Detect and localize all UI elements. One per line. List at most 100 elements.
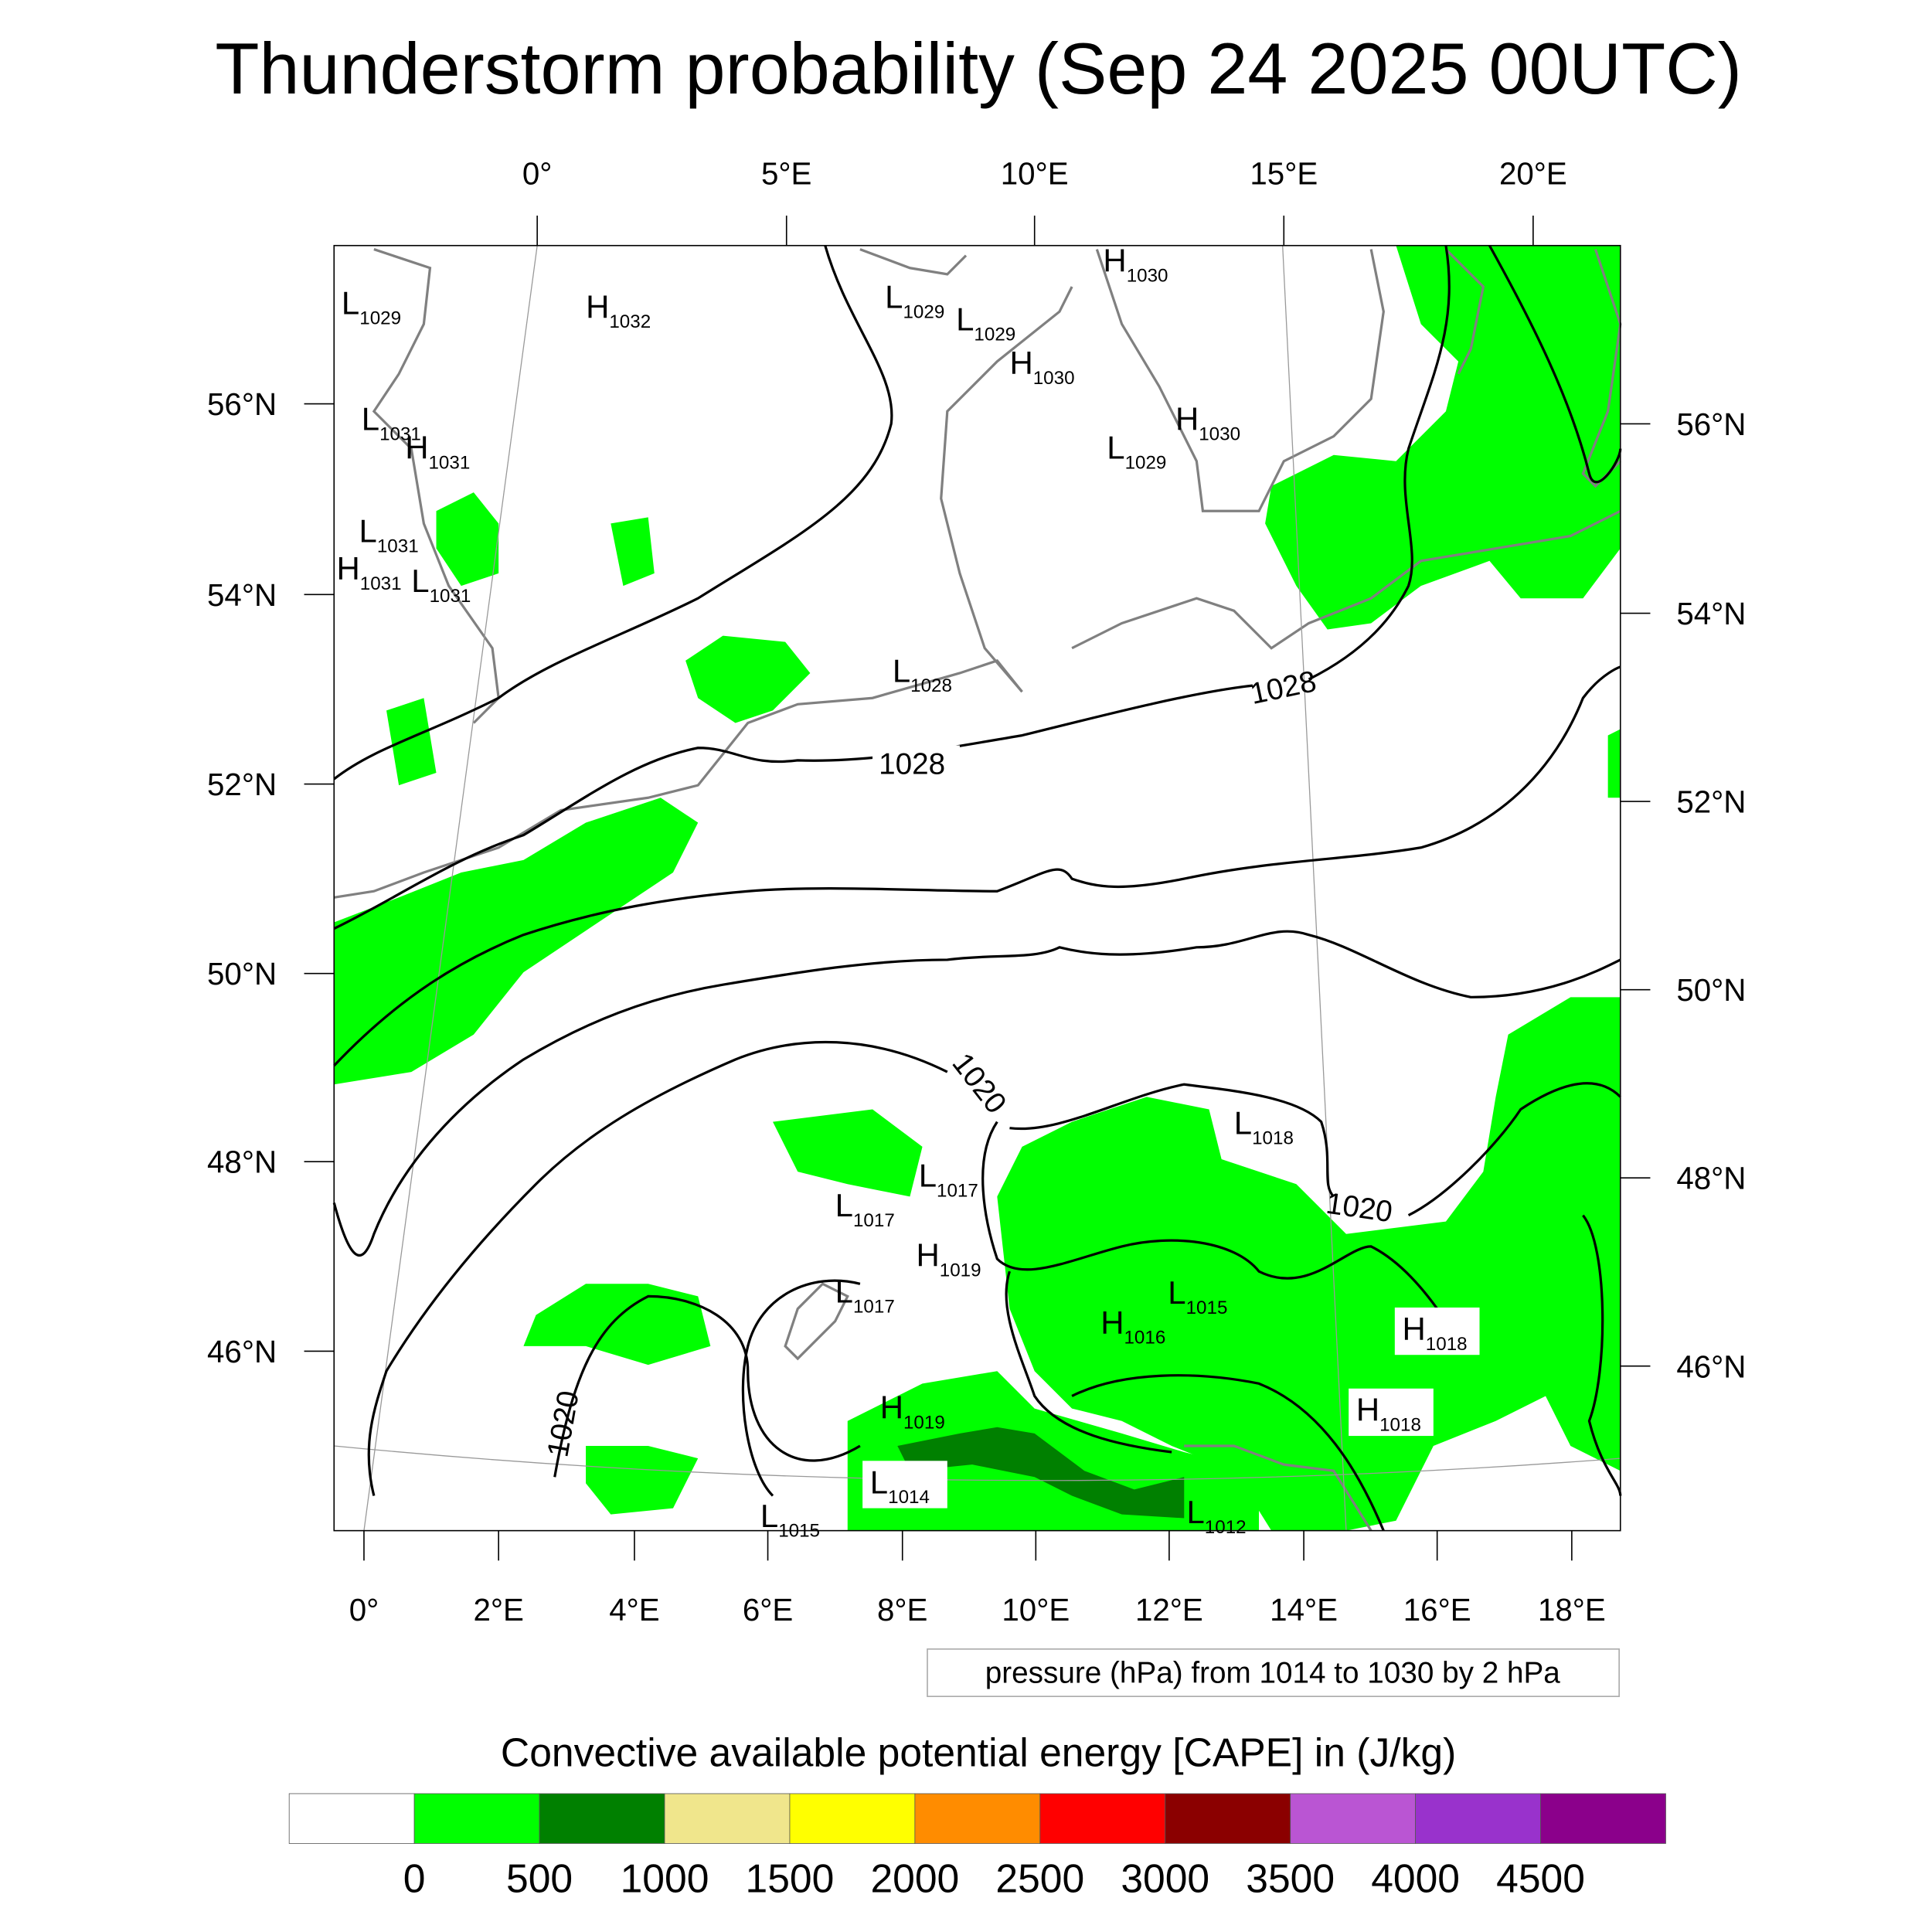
svg-text:H1032: H1032 xyxy=(586,288,651,332)
pressure-center-value: 1014 xyxy=(888,1487,930,1508)
top-lon-tick-label: 5°E xyxy=(761,156,811,192)
svg-text:H1030: H1030 xyxy=(1009,345,1074,389)
colorbar-tick-label: 2000 xyxy=(870,1855,959,1900)
svg-text:L1031: L1031 xyxy=(359,513,419,557)
pressure-center-low: L1029 xyxy=(956,301,1015,345)
pressure-center-value: 1019 xyxy=(940,1260,981,1281)
left-lat-tick-label: 48°N xyxy=(207,1145,277,1180)
cape-colorbar: 0 500 1000 1500 2000 2500 3000 3500 4000 4500 xyxy=(288,1793,1666,1900)
pressure-center-type: H xyxy=(1009,345,1032,381)
colorbar-swatch xyxy=(914,1793,1041,1844)
pressure-center-high: H1018 xyxy=(1349,1388,1434,1437)
colorbar-swatch xyxy=(1039,1793,1166,1844)
pressure-center-low: L1018 xyxy=(1234,1105,1294,1149)
colorbar-swatch xyxy=(1290,1793,1417,1844)
pressure-center-type: L xyxy=(1234,1105,1252,1141)
colorbar-title: Convective available potential energy [C… xyxy=(501,1730,1456,1774)
colorbar-tick-label: 4000 xyxy=(1371,1855,1460,1900)
pressure-center-type: L xyxy=(835,1273,853,1309)
pressure-center-type: H xyxy=(880,1389,903,1425)
pressure-center-type: H xyxy=(405,430,428,466)
pressure-center-value: 1017 xyxy=(937,1180,978,1201)
pressure-center-low: L1017 xyxy=(835,1187,895,1231)
top-lon-tick-label: 20°E xyxy=(1499,156,1567,192)
pressure-center-value: 1029 xyxy=(974,324,1015,345)
colorbar-swatch xyxy=(413,1793,540,1844)
svg-text:L1017: L1017 xyxy=(835,1187,895,1231)
pressure-center-low: L1031 xyxy=(411,563,471,607)
bottom-lon-tick-label: 6°E xyxy=(743,1592,793,1628)
svg-text:H1030: H1030 xyxy=(1175,400,1240,444)
pressure-center-value: 1032 xyxy=(609,311,651,332)
svg-text:L1017: L1017 xyxy=(919,1157,978,1201)
colorbar-tick-label: 3500 xyxy=(1246,1855,1335,1900)
pressure-center-type: H xyxy=(1103,243,1126,279)
pressure-center-type: H xyxy=(586,288,609,325)
svg-text:H1016: H1016 xyxy=(1100,1304,1165,1349)
left-lat-tick-label: 52°N xyxy=(207,767,277,802)
right-lat-tick-label: 54°N xyxy=(1676,596,1746,631)
pressure-center-high: H1032 xyxy=(586,288,651,332)
pressure-center-type: H xyxy=(1175,400,1199,437)
top-lon-tick-label: 0° xyxy=(522,156,553,192)
cape-shading-0-500 xyxy=(334,245,1621,1531)
colorbar-swatch xyxy=(1540,1793,1666,1844)
pressure-center-low: L1015 xyxy=(1168,1274,1227,1318)
pressure-center-type: L xyxy=(1168,1274,1185,1311)
pressure-center-type: L xyxy=(411,563,429,599)
pressure-center-type: L xyxy=(362,400,379,437)
pressure-center-type: H xyxy=(1403,1311,1426,1347)
left-lat-tick-label: 54°N xyxy=(207,577,277,613)
pressure-center-value: 1030 xyxy=(1127,266,1168,287)
colorbar-swatch xyxy=(1415,1793,1541,1844)
bottom-lon-tick-label: 2°E xyxy=(473,1592,523,1628)
colorbar-swatch xyxy=(1165,1793,1291,1844)
pressure-center-value: 1016 xyxy=(1124,1328,1165,1349)
colorbar-tick-label: 1000 xyxy=(621,1855,709,1900)
colorbar-tick-label: 4500 xyxy=(1496,1855,1585,1900)
colorbar-swatch xyxy=(664,1793,791,1844)
pressure-center-low: L1014 xyxy=(862,1461,947,1509)
pressure-center-high: H1019 xyxy=(880,1389,945,1433)
colorbar-swatch xyxy=(789,1793,916,1844)
bottom-lon-tick-label: 8°E xyxy=(877,1592,927,1628)
pressure-center-value: 1012 xyxy=(1205,1517,1247,1538)
svg-text:L1028: L1028 xyxy=(893,652,952,696)
pressure-center-type: L xyxy=(919,1157,937,1193)
pressure-center-low: L1031 xyxy=(362,400,421,444)
pressure-center-value: 1031 xyxy=(379,423,421,444)
pressure-center-value: 1030 xyxy=(1033,368,1075,389)
bottom-lon-tick-label: 10°E xyxy=(1002,1592,1070,1628)
svg-text:L1029: L1029 xyxy=(1107,430,1166,474)
pressure-center-low: L1017 xyxy=(919,1157,978,1201)
contour-label: 1028 xyxy=(879,748,945,781)
pressure-center-high: H1030 xyxy=(1103,243,1168,287)
bottom-lon-tick-label: 12°E xyxy=(1135,1592,1203,1628)
figure-title: Thunderstorm probability (Sep 24 2025 00… xyxy=(215,28,1742,109)
pressure-center-type: H xyxy=(916,1237,939,1274)
graticule xyxy=(334,245,1621,1531)
pressure-center-type: L xyxy=(893,652,910,689)
right-lat-tick-label: 46°N xyxy=(1676,1349,1746,1384)
svg-text:L1012: L1012 xyxy=(1186,1494,1246,1538)
pressure-center-value: 1018 xyxy=(1252,1128,1294,1149)
bottom-lon-tick-label: 0° xyxy=(349,1592,379,1628)
contour-info-box xyxy=(927,1648,1620,1697)
bottom-lon-tick-label: 4°E xyxy=(609,1592,659,1628)
colorbar-tick-label: 3000 xyxy=(1121,1855,1209,1900)
colorbar-swatch xyxy=(539,1793,665,1844)
svg-text:L1018: L1018 xyxy=(1234,1105,1294,1149)
pressure-center-type: L xyxy=(885,278,903,315)
pressure-center-value: 1028 xyxy=(910,675,952,696)
pressure-center-low: L1017 xyxy=(835,1273,895,1317)
right-lat-tick-label: 48°N xyxy=(1676,1161,1746,1196)
cape-shading-500-1000 xyxy=(897,1427,1185,1519)
pressure-center-high: H1018 xyxy=(1394,1307,1480,1355)
svg-text:L1029: L1029 xyxy=(885,278,944,322)
pressure-center-type: L xyxy=(760,1498,778,1534)
colorbar-swatch xyxy=(288,1793,415,1844)
pressure-center-value: 1018 xyxy=(1426,1334,1468,1355)
colorbar-tick-label: 1500 xyxy=(746,1855,835,1900)
svg-text:H1018: H1018 xyxy=(1403,1311,1468,1355)
pressure-center-value: 1019 xyxy=(903,1412,945,1433)
